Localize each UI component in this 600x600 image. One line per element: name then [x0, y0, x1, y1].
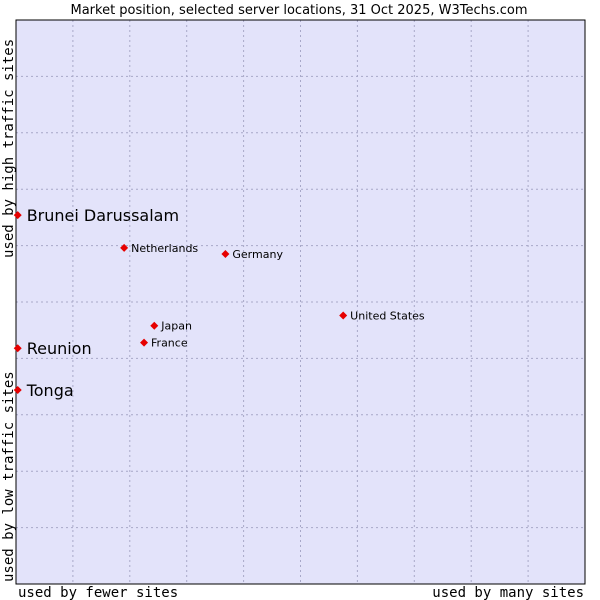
data-point-reunion	[13, 344, 22, 353]
data-point-tonga	[13, 385, 22, 394]
data-point-germany	[221, 250, 230, 259]
data-label-tonga: Tonga	[26, 381, 74, 400]
data-label-reunion: Reunion	[27, 339, 92, 358]
plot-border	[15, 19, 586, 585]
data-point-united-states	[339, 311, 348, 320]
grid-lines	[16, 20, 585, 584]
data-point-netherlands	[120, 243, 129, 252]
data-label-netherlands: Netherlands	[131, 242, 198, 255]
data-label-japan: Japan	[160, 320, 192, 333]
data-point-brunei-darussalam	[13, 211, 22, 220]
data-points: Brunei Darussalam Netherlands Germany Unite…	[13, 206, 425, 400]
y-axis-label-high: used by high traffic sites	[1, 39, 17, 258]
y-axis-label-low: used by low traffic sites	[1, 371, 17, 582]
data-label-brunei-darussalam: Brunei Darussalam	[27, 206, 179, 225]
x-axis-label-right: used by many sites	[432, 585, 584, 600]
x-axis-label-left: used by fewer sites	[18, 585, 178, 600]
data-label-united-states: United States	[350, 310, 425, 323]
data-label-france: France	[151, 337, 188, 350]
data-label-germany: Germany	[232, 248, 283, 261]
chart-title: Market position, selected server locatio…	[70, 3, 527, 18]
data-point-japan	[150, 321, 159, 330]
data-point-france	[140, 338, 149, 347]
